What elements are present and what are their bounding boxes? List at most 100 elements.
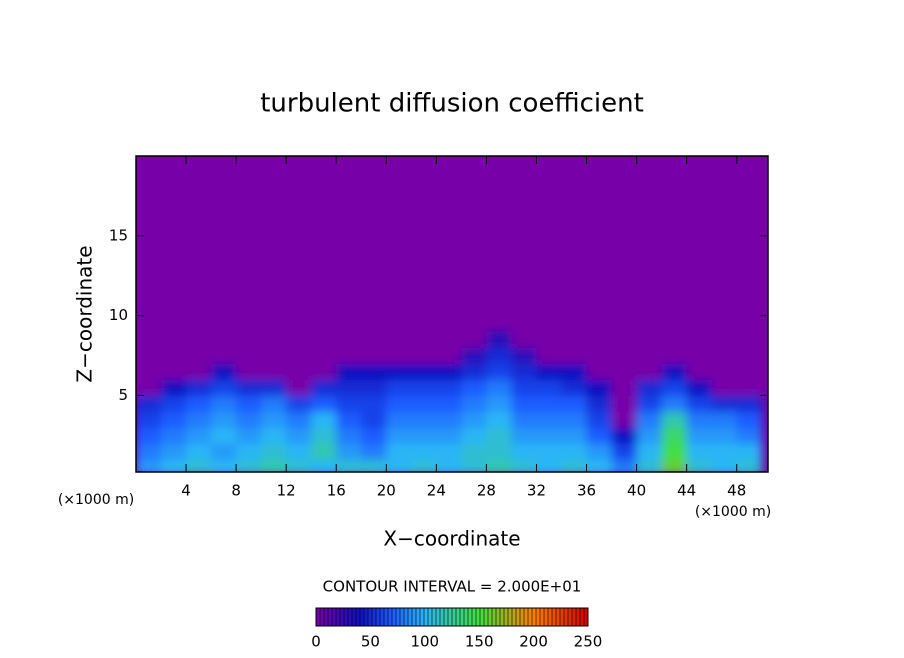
cell bbox=[136, 427, 162, 444]
colorbar-swatch bbox=[348, 608, 353, 626]
colorbar-swatch bbox=[464, 608, 469, 626]
cell bbox=[686, 347, 713, 364]
cell bbox=[336, 363, 362, 380]
cell bbox=[136, 443, 162, 460]
cell bbox=[461, 411, 487, 428]
cell bbox=[436, 443, 462, 460]
cell bbox=[436, 347, 462, 364]
cell bbox=[711, 347, 738, 364]
cell bbox=[136, 379, 162, 396]
cell bbox=[411, 395, 437, 412]
cell bbox=[261, 347, 287, 364]
colorbar-swatch bbox=[396, 608, 401, 626]
cell bbox=[361, 443, 387, 460]
cell bbox=[461, 395, 487, 412]
cell bbox=[511, 379, 537, 396]
cell bbox=[361, 331, 387, 349]
x-axis-label: X−coordinate bbox=[383, 527, 520, 551]
cell bbox=[311, 443, 337, 460]
x-tick-label: 40 bbox=[627, 482, 646, 500]
cell bbox=[236, 395, 262, 412]
cell bbox=[661, 459, 688, 472]
cell bbox=[261, 443, 287, 460]
cell bbox=[586, 331, 613, 349]
cell bbox=[586, 411, 613, 428]
x-tick-label: 28 bbox=[477, 482, 496, 500]
cell bbox=[586, 459, 613, 472]
cell bbox=[336, 395, 362, 412]
colorbar-swatch bbox=[392, 608, 397, 626]
cell bbox=[186, 411, 212, 428]
colorbar-swatch bbox=[536, 608, 541, 626]
x-tick-label: 20 bbox=[377, 482, 396, 500]
cell bbox=[661, 379, 688, 396]
colorbar-swatch bbox=[332, 608, 337, 626]
cell bbox=[536, 331, 563, 349]
cell bbox=[661, 427, 688, 444]
colorbar-swatch bbox=[504, 608, 509, 626]
cell bbox=[486, 331, 512, 349]
cell bbox=[236, 363, 262, 380]
colorbar-swatch bbox=[524, 608, 529, 626]
cell bbox=[311, 347, 337, 364]
cell bbox=[361, 379, 387, 396]
cell bbox=[511, 363, 537, 380]
cell bbox=[536, 379, 563, 396]
cell bbox=[736, 459, 763, 472]
cell bbox=[286, 363, 312, 380]
cell bbox=[586, 427, 613, 444]
cell bbox=[486, 395, 512, 412]
cell bbox=[411, 379, 437, 396]
cell bbox=[336, 379, 362, 396]
cell bbox=[711, 443, 738, 460]
colorbar-tick-label: 50 bbox=[361, 633, 380, 651]
cell bbox=[286, 427, 312, 444]
colorbar-swatch bbox=[356, 608, 361, 626]
cell bbox=[411, 427, 437, 444]
colorbar-swatch bbox=[368, 608, 373, 626]
cell bbox=[611, 347, 638, 364]
cell bbox=[361, 411, 387, 428]
colorbar-swatch bbox=[500, 608, 505, 626]
cell bbox=[736, 331, 763, 349]
cell bbox=[161, 411, 187, 428]
cell bbox=[186, 331, 212, 349]
cell bbox=[661, 363, 688, 380]
cell bbox=[636, 411, 663, 428]
cell bbox=[386, 443, 412, 460]
cell bbox=[461, 443, 487, 460]
colorbar-swatch bbox=[548, 608, 553, 626]
cell bbox=[511, 411, 537, 428]
cell bbox=[711, 411, 738, 428]
cell bbox=[361, 395, 387, 412]
cell bbox=[511, 459, 537, 472]
colorbar-swatch bbox=[448, 608, 453, 626]
cell bbox=[711, 395, 738, 412]
cell bbox=[636, 379, 663, 396]
cell bbox=[486, 347, 512, 364]
cell bbox=[286, 347, 312, 364]
cell bbox=[361, 363, 387, 380]
cell bbox=[336, 443, 362, 460]
cell bbox=[236, 443, 262, 460]
y-tick-label: 10 bbox=[109, 306, 128, 324]
colorbar-swatch bbox=[552, 608, 557, 626]
cell bbox=[561, 363, 588, 380]
colorbar-tick-label: 100 bbox=[410, 633, 439, 651]
cell bbox=[661, 443, 688, 460]
colorbar-swatch bbox=[512, 608, 517, 626]
cell bbox=[261, 395, 287, 412]
cell bbox=[711, 331, 738, 349]
cell bbox=[386, 411, 412, 428]
cell bbox=[286, 331, 312, 349]
colorbar-swatch bbox=[516, 608, 521, 626]
cell bbox=[536, 347, 563, 364]
cell bbox=[611, 395, 638, 412]
cell bbox=[636, 331, 663, 349]
cell bbox=[161, 427, 187, 444]
cell bbox=[211, 347, 237, 364]
cell bbox=[436, 395, 462, 412]
cell bbox=[486, 363, 512, 380]
cell bbox=[211, 331, 237, 349]
